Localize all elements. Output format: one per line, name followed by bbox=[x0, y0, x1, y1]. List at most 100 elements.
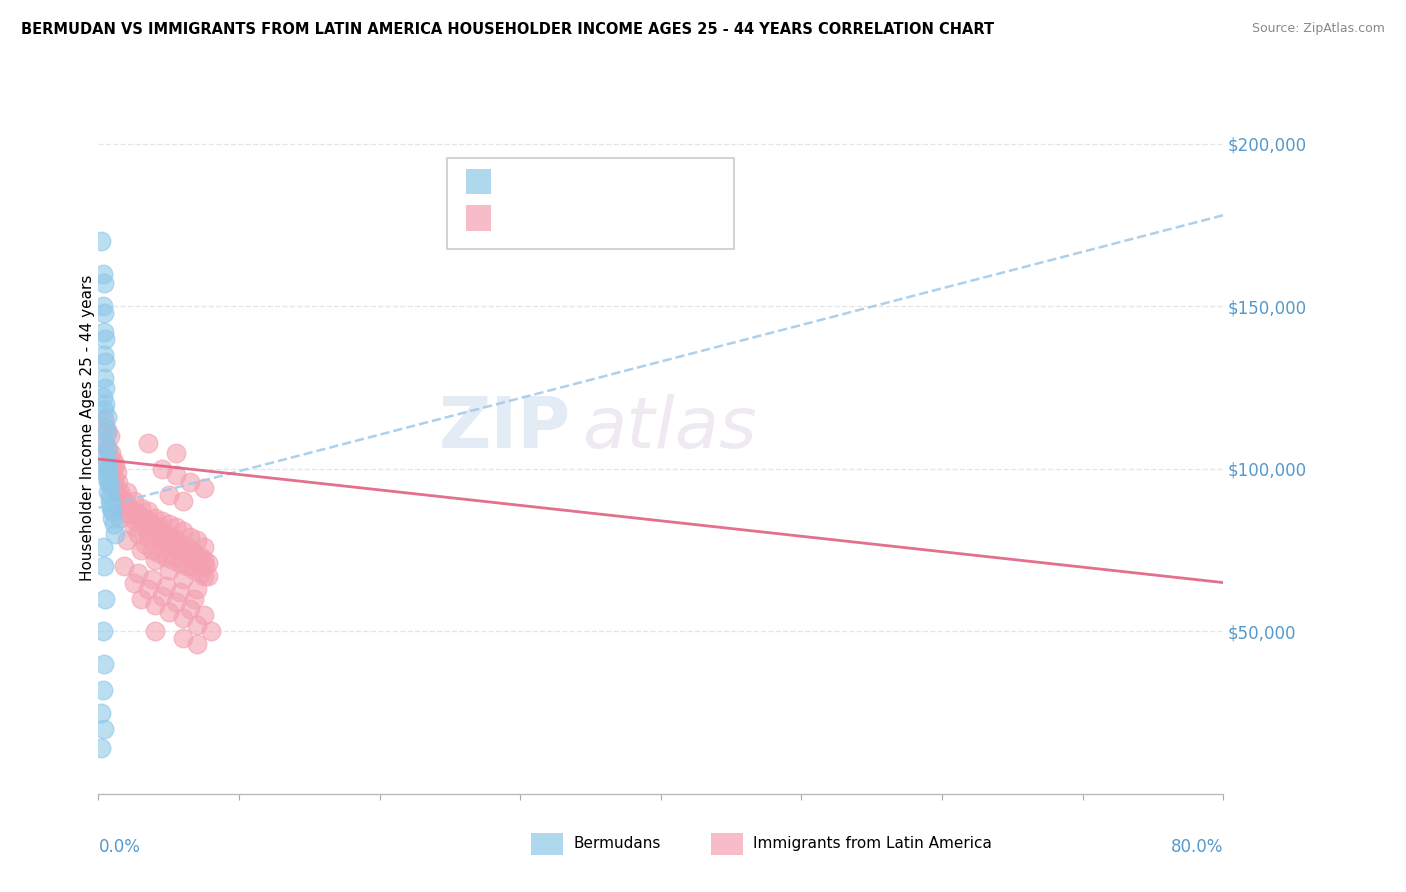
Point bbox=[172, 546, 194, 560]
Point bbox=[94, 435, 117, 450]
Text: 45: 45 bbox=[657, 173, 679, 191]
Point bbox=[157, 517, 180, 532]
Point bbox=[150, 540, 173, 554]
Point bbox=[183, 563, 205, 577]
Point bbox=[150, 514, 173, 528]
Point bbox=[143, 526, 166, 541]
Text: BERMUDAN VS IMMIGRANTS FROM LATIN AMERICA HOUSEHOLDER INCOME AGES 25 - 44 YEARS : BERMUDAN VS IMMIGRANTS FROM LATIN AMERIC… bbox=[21, 22, 994, 37]
Point bbox=[136, 530, 159, 544]
Point bbox=[103, 455, 125, 469]
Point bbox=[124, 514, 146, 528]
Point bbox=[94, 397, 117, 411]
Point bbox=[93, 559, 115, 574]
Point bbox=[157, 605, 180, 619]
Point bbox=[90, 741, 112, 756]
Text: N =: N = bbox=[607, 211, 641, 226]
Point bbox=[129, 500, 152, 515]
Point bbox=[98, 478, 121, 492]
Point bbox=[141, 543, 163, 558]
Point bbox=[101, 478, 124, 492]
Point bbox=[118, 508, 141, 522]
Point bbox=[165, 445, 187, 459]
Point bbox=[97, 484, 120, 499]
Point bbox=[172, 494, 194, 508]
Point bbox=[157, 530, 180, 544]
Point bbox=[96, 455, 118, 469]
Point bbox=[176, 540, 198, 554]
Point bbox=[157, 536, 180, 550]
Text: N =: N = bbox=[607, 174, 641, 189]
Point bbox=[108, 494, 131, 508]
Point bbox=[150, 589, 173, 603]
Point bbox=[143, 553, 166, 567]
Point bbox=[172, 572, 194, 586]
Point bbox=[93, 403, 115, 417]
Point bbox=[136, 524, 159, 538]
Point bbox=[112, 500, 135, 515]
Point bbox=[165, 543, 187, 558]
FancyBboxPatch shape bbox=[447, 158, 734, 249]
Text: 140: 140 bbox=[657, 210, 690, 227]
Point bbox=[150, 524, 173, 538]
Point bbox=[172, 540, 194, 554]
Point bbox=[96, 462, 118, 476]
Point bbox=[155, 549, 177, 564]
Point bbox=[197, 556, 219, 570]
Point bbox=[129, 510, 152, 524]
Point bbox=[157, 488, 180, 502]
Point bbox=[91, 299, 114, 313]
Bar bbox=[467, 169, 491, 194]
Point bbox=[104, 526, 127, 541]
Point bbox=[100, 445, 122, 459]
Point bbox=[134, 536, 156, 550]
Point bbox=[129, 517, 152, 532]
Point bbox=[118, 508, 141, 522]
Point bbox=[155, 579, 177, 593]
Point bbox=[90, 234, 112, 248]
Text: R =: R = bbox=[501, 211, 534, 226]
Text: atlas: atlas bbox=[582, 393, 756, 463]
Point bbox=[96, 409, 118, 424]
Point bbox=[165, 549, 187, 564]
Point bbox=[96, 423, 118, 437]
Point bbox=[93, 657, 115, 671]
Point bbox=[104, 481, 127, 495]
Point bbox=[179, 475, 201, 489]
Point bbox=[100, 498, 122, 512]
Point bbox=[155, 526, 177, 541]
Point bbox=[176, 559, 198, 574]
Point bbox=[179, 553, 201, 567]
Point bbox=[94, 354, 117, 368]
Point bbox=[190, 566, 212, 580]
Point bbox=[179, 559, 201, 574]
Point bbox=[101, 452, 124, 467]
Point bbox=[104, 478, 127, 492]
Point bbox=[172, 611, 194, 625]
Point bbox=[143, 510, 166, 524]
Point bbox=[143, 599, 166, 613]
Point bbox=[101, 504, 124, 518]
Point bbox=[162, 530, 184, 544]
Point bbox=[96, 442, 118, 457]
Point bbox=[169, 585, 191, 599]
Point bbox=[91, 682, 114, 697]
Point bbox=[186, 533, 208, 548]
Point bbox=[186, 617, 208, 632]
Point bbox=[104, 458, 127, 473]
Point bbox=[179, 601, 201, 615]
Point bbox=[103, 517, 125, 532]
Text: Bermudans: Bermudans bbox=[574, 836, 661, 851]
Point bbox=[91, 390, 114, 404]
Text: Immigrants from Latin America: Immigrants from Latin America bbox=[754, 836, 991, 851]
Point bbox=[127, 566, 149, 580]
Point bbox=[141, 572, 163, 586]
Point bbox=[136, 582, 159, 596]
Point bbox=[91, 540, 114, 554]
Point bbox=[94, 419, 117, 434]
Point bbox=[97, 471, 120, 485]
Point bbox=[193, 481, 215, 495]
Point bbox=[129, 591, 152, 606]
Point bbox=[100, 468, 122, 483]
Point bbox=[108, 510, 131, 524]
Point bbox=[122, 494, 145, 508]
